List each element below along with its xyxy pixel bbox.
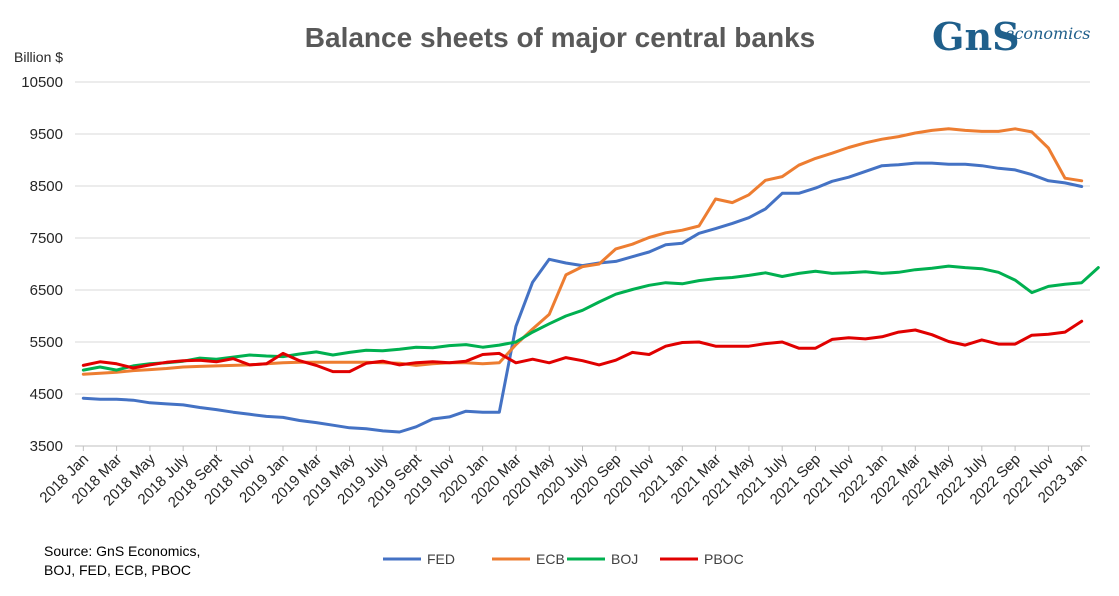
- chart-title: Balance sheets of major central banks: [305, 22, 815, 53]
- y-tick-label: 7500: [30, 230, 63, 247]
- series-line-ecb: [81, 127, 1084, 376]
- source-note: Source: GnS Economics, BOJ, FED, ECB, PB…: [44, 543, 200, 578]
- y-tick-label: 5500: [30, 334, 63, 351]
- y-tick-label: 3500: [30, 438, 63, 455]
- legend-label-pboc: PBOC: [704, 551, 744, 567]
- legend-label-boj: BOJ: [611, 551, 638, 567]
- series-line-boj: [81, 264, 1100, 372]
- gns-logo: GnS economics: [932, 14, 1090, 59]
- y-tick-labels: 3500 4500 5500 6500 7500 8500 9500 10500: [21, 74, 63, 455]
- series-boj: [81, 264, 1100, 372]
- series-ecb: [81, 127, 1084, 376]
- series-pboc: [81, 319, 1084, 374]
- legend-label-ecb: ECB: [536, 551, 565, 567]
- y-tick-label: 4500: [30, 386, 63, 403]
- series-layer: [81, 127, 1100, 434]
- y-tick-label: 6500: [30, 282, 63, 299]
- y-tick-label: 10500: [21, 74, 63, 91]
- logo-word: economics: [1005, 24, 1090, 43]
- logo-mark: GnS: [932, 14, 1020, 59]
- series-fed: [81, 161, 1084, 434]
- grid-layer: [75, 81, 1090, 451]
- legend-label-fed: FED: [427, 551, 455, 567]
- y-tick-label: 9500: [30, 126, 63, 143]
- source-line-2: BOJ, FED, ECB, PBOC: [44, 562, 191, 578]
- chart-legend: FED ECB BOJ PBOC: [383, 551, 744, 567]
- series-line-pboc: [81, 319, 1084, 374]
- y-tick-label: 8500: [30, 178, 63, 195]
- y-axis-label: Billion $: [14, 49, 63, 65]
- source-line-1: Source: GnS Economics,: [44, 543, 200, 559]
- series-line-fed: [81, 161, 1084, 434]
